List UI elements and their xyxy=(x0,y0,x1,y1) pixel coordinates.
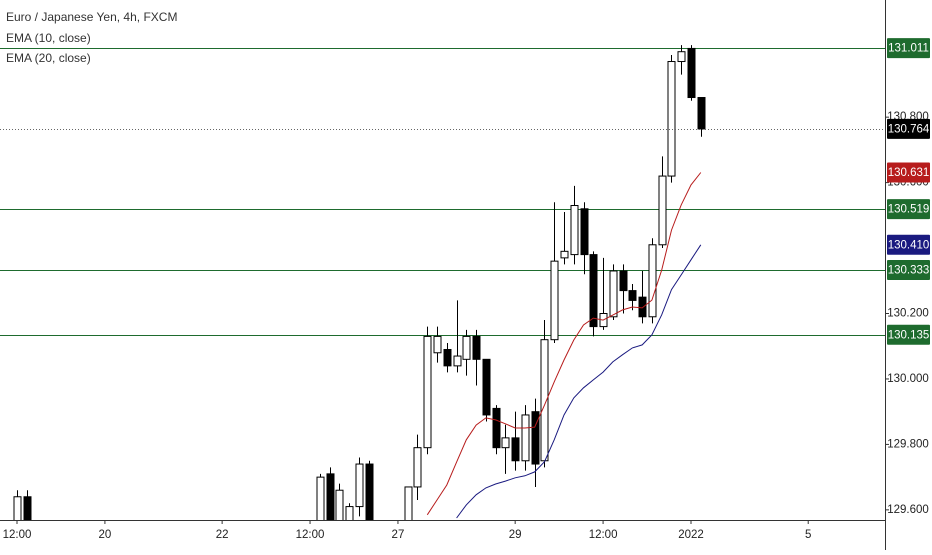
candle-body xyxy=(589,254,598,328)
x-tick-label: 27 xyxy=(392,529,405,541)
x-tick-label: 12:00 xyxy=(296,529,325,541)
level-label-box xyxy=(887,259,930,280)
level-label-box xyxy=(887,38,930,59)
candle-body xyxy=(677,51,686,63)
candle-body xyxy=(472,335,481,360)
x-tick-label: 29 xyxy=(509,529,522,541)
ema-label: 130.410 xyxy=(888,239,930,251)
price-labels: 131.011 130.519 130.333 130.135 130.631 130.4… xyxy=(887,38,930,345)
ema-line xyxy=(426,172,702,516)
legend-entry: EMA (20, close) xyxy=(6,51,91,65)
candle-body xyxy=(355,463,364,508)
candle-body xyxy=(687,47,696,99)
candle-body xyxy=(404,486,413,520)
candle-body xyxy=(482,358,491,416)
candle-body xyxy=(511,437,520,462)
candle-body xyxy=(531,411,540,465)
ema-label: 130.631 xyxy=(888,167,930,179)
candle-body xyxy=(443,349,452,367)
candle-body xyxy=(13,496,22,520)
level-label: 131.011 xyxy=(888,43,929,55)
ema-line xyxy=(456,244,702,519)
candle-body xyxy=(550,260,559,341)
candle-body xyxy=(492,407,501,449)
candle-body xyxy=(316,476,325,520)
candle-body xyxy=(462,335,471,360)
candle-body xyxy=(658,175,667,246)
x-tick-label: 5 xyxy=(805,529,811,541)
legend-entry: EMA (10, close) xyxy=(6,31,91,45)
candle-body xyxy=(23,496,32,520)
last-price-label: 130.764 xyxy=(888,123,930,135)
y-tick-label: 130.000 xyxy=(887,373,929,385)
candle-body xyxy=(619,270,628,292)
level-label-box xyxy=(887,199,930,220)
ema-label-box xyxy=(887,234,930,255)
candle-body xyxy=(697,97,706,130)
level-label: 130.333 xyxy=(888,265,930,277)
candle-body xyxy=(423,335,432,449)
candle-body xyxy=(609,270,618,318)
candle-body xyxy=(648,244,657,318)
candle-body xyxy=(501,437,510,449)
y-tick-label: 129.600 xyxy=(887,504,929,516)
candle-body xyxy=(365,463,374,520)
candle-body xyxy=(326,473,335,520)
x-tick-label: 2022 xyxy=(678,529,704,541)
level-label-box xyxy=(887,324,930,345)
last-price-label-box xyxy=(887,118,930,139)
x-tick-label: 22 xyxy=(216,529,229,541)
candle-body xyxy=(345,506,354,520)
candle-body xyxy=(570,205,579,256)
candle-body xyxy=(667,61,676,177)
candle-body xyxy=(433,335,442,354)
candle-body xyxy=(638,296,647,318)
candle-body xyxy=(628,290,637,301)
candle-body xyxy=(413,447,422,488)
candle-body xyxy=(580,208,589,256)
candle-body xyxy=(521,414,530,462)
level-label: 130.519 xyxy=(888,204,930,216)
level-label: 130.135 xyxy=(888,329,930,341)
candle-body xyxy=(335,489,344,520)
y-tick-label: 129.800 xyxy=(887,438,929,450)
plot-area xyxy=(0,45,885,520)
chart-title: Euro / Japanese Yen, 4h, FXCM xyxy=(6,10,177,24)
candle-body xyxy=(453,355,462,367)
y-tick-label: 130.200 xyxy=(887,308,929,320)
x-tick-label: 12:00 xyxy=(3,529,32,541)
x-tick-label: 12:00 xyxy=(589,529,618,541)
ema-label-box xyxy=(887,162,930,183)
candle-body xyxy=(560,250,569,259)
x-tick-label: 20 xyxy=(99,529,112,541)
